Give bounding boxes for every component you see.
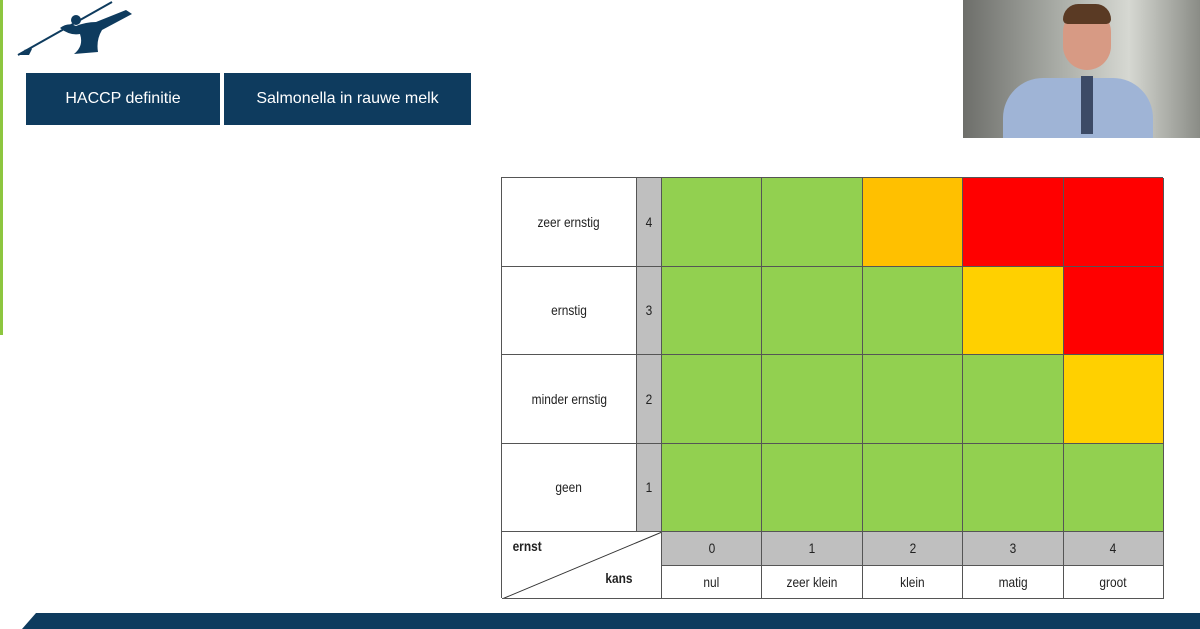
row-label: zeer ernstig [502,178,637,267]
column-score-text: 1 [808,540,816,557]
column-score: 2 [862,532,964,566]
risk-cell [1063,443,1164,532]
column-label: zeer klein [762,565,863,599]
row-label-text: minder ernstig [531,390,607,407]
row-score: 2 [637,355,662,444]
row-score-text: 3 [645,302,653,319]
diagonal [503,532,661,598]
risk-cell [662,178,763,267]
column-score: 1 [762,532,863,566]
risk-cell [963,443,1064,532]
column-label: matig [963,565,1064,599]
risk-cell [762,178,863,267]
column-score: 4 [1063,532,1164,566]
webcam-video [963,0,1200,138]
risk-cell [1063,266,1164,355]
tab-button[interactable]: Salmonella in rauwe melk [224,73,471,125]
column-score-text: 0 [708,540,716,557]
risk-cell [862,266,964,355]
row-label: geen [502,443,637,532]
column-score-text: 2 [909,540,916,557]
tab-button[interactable]: HACCP definitie [26,73,220,125]
row-score: 1 [637,443,662,532]
column-label: groot [1063,565,1164,599]
tab-button-text: Salmonella in rauwe melk [256,90,439,107]
risk-cell [862,355,964,444]
accent-bar [0,0,3,335]
column-label: nul [662,565,763,599]
risk-cell [762,266,863,355]
risk-cell [963,355,1064,444]
risk-cell [862,178,964,267]
column-score: 0 [662,532,763,566]
column-label-text: zeer klein [786,573,838,590]
risk-cell [762,355,863,444]
risk-cell [762,443,863,532]
risk-cell [1063,355,1164,444]
column-axis-title: kans [603,570,635,586]
tab-button-text: HACCP definitie [65,90,181,107]
row-axis-title-text: ernst [512,538,542,554]
column-axis-title-text: kans [605,570,633,586]
column-score: 3 [963,532,1064,566]
row-label-text: ernstig [551,302,587,319]
risk-cell [963,178,1064,267]
row-score-text: 1 [645,479,653,496]
risk-cell [963,266,1064,355]
column-score-text: 4 [1109,540,1117,557]
risk-cell [662,443,763,532]
column-score-text: 3 [1009,540,1017,557]
footer-band [22,613,1200,629]
risk-cell [662,355,763,444]
risk-matrix: zeer ernstig 4 ernstig 3 minder ernstig 2 geen… [501,177,1164,599]
risk-cell [862,443,964,532]
row-label: ernstig [502,266,637,355]
column-label-text: klein [900,573,925,590]
row-label: minder ernstig [502,355,637,444]
risk-cell [1063,178,1164,267]
column-label-text: nul [703,573,720,590]
row-label-text: geen [555,479,583,496]
row-axis-title: ernst [510,538,544,554]
row-score: 4 [637,178,662,267]
row-score-text: 2 [645,390,653,407]
column-label-text: groot [1099,573,1127,590]
axis-corner: ernst kans [502,532,662,599]
logo [17,1,132,56]
row-score-text: 4 [645,213,653,230]
column-label: klein [862,565,964,599]
row-label-text: zeer ernstig [537,213,601,230]
column-label-text: matig [998,573,1028,590]
risk-cell [662,266,763,355]
row-score: 3 [637,266,662,355]
